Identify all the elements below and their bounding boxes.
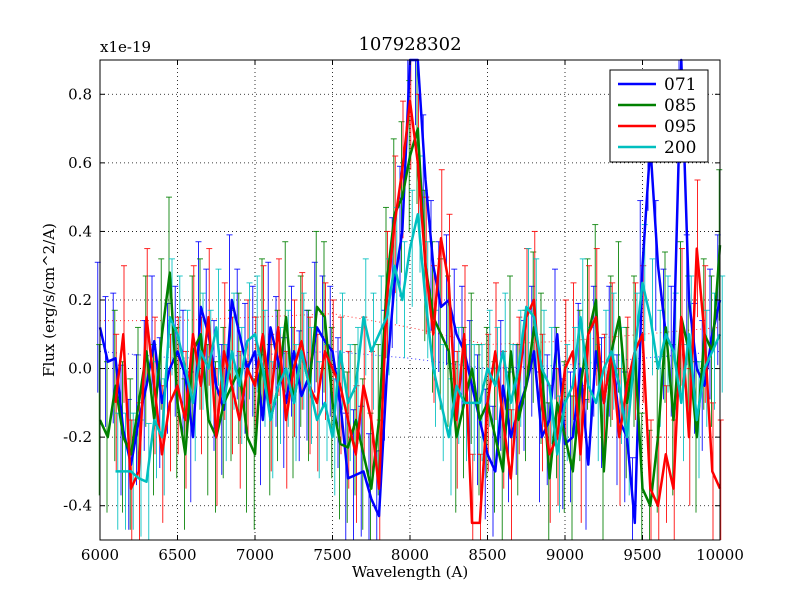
series-line-200 bbox=[115, 213, 722, 483]
legend-label-071: 071 bbox=[664, 75, 696, 95]
x-tick-label: 6000 bbox=[81, 546, 119, 564]
y-tick-label: 0.0 bbox=[68, 360, 92, 378]
ticks bbox=[99, 60, 721, 540]
y-tick-label: 0.8 bbox=[68, 85, 92, 103]
axis-offset-label: x1e-19 bbox=[100, 38, 151, 56]
x-tick-label: 9000 bbox=[546, 546, 584, 564]
y-axis-title: Flux (erg/s/cm^2/A) bbox=[40, 223, 58, 377]
dotted-curve bbox=[100, 313, 721, 346]
x-tick-label: 9500 bbox=[623, 546, 661, 564]
dotted-curves bbox=[99, 313, 721, 370]
chart-title: 107928302 bbox=[358, 34, 461, 55]
legend-label-095: 095 bbox=[664, 117, 696, 137]
x-tick-label: 6500 bbox=[158, 546, 196, 564]
y-tick-label: 0.2 bbox=[68, 291, 92, 309]
y-tick-label: -0.2 bbox=[63, 428, 92, 446]
x-axis-title: Wavelength (A) bbox=[352, 563, 468, 581]
x-tick-label: 10000 bbox=[696, 546, 744, 564]
legend-label-085: 085 bbox=[664, 96, 696, 116]
x-tick-label: 8500 bbox=[468, 546, 506, 564]
y-tick-labels: -0.4 -0.2 0.0 0.2 0.4 0.6 0.8 bbox=[63, 85, 92, 514]
x-tick-label: 7000 bbox=[236, 546, 274, 564]
x-tick-label: 7500 bbox=[313, 546, 351, 564]
x-tick-label: 8000 bbox=[391, 546, 429, 564]
x-tick-labels: 6000 6500 7000 7500 8000 8500 9000 9500 10000 bbox=[81, 546, 744, 564]
legend-label-200: 200 bbox=[664, 138, 696, 158]
y-tick-label: 0.4 bbox=[68, 222, 92, 240]
y-tick-label: -0.4 bbox=[63, 497, 92, 515]
series-line-095 bbox=[114, 99, 722, 525]
y-tick-label: 0.6 bbox=[68, 154, 92, 172]
